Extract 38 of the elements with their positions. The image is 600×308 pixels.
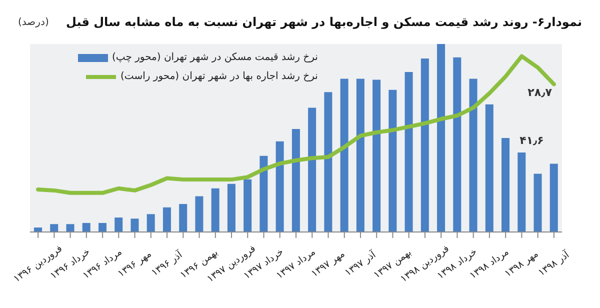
- bar: [437, 44, 446, 232]
- bar: [404, 72, 413, 232]
- bar: [324, 92, 332, 232]
- bar: [388, 90, 397, 232]
- bar: [66, 224, 74, 232]
- bar: [469, 78, 478, 232]
- bar: [82, 222, 90, 232]
- bar: [276, 141, 284, 232]
- bar: [372, 80, 381, 232]
- bar: [130, 218, 139, 232]
- chart-title: نمودار۶- روند رشد قیمت مسکن و اجاره‌بها در شهر تهران نسبت به ماه مشابه سال قبل: [66, 15, 582, 29]
- chart-subtitle: (درصد): [18, 16, 49, 28]
- bar: [340, 78, 348, 232]
- bar: [195, 196, 204, 232]
- bar: [485, 104, 494, 232]
- bar: [356, 78, 364, 232]
- annotation: ۴۱٫۶: [520, 134, 544, 147]
- bar: [534, 174, 542, 232]
- legend-label: نرخ رشد اجاره بها در شهر تهران (محور راست): [120, 71, 318, 82]
- bar: [518, 152, 526, 232]
- bar: [50, 224, 58, 232]
- bar: [308, 108, 316, 232]
- bar: [453, 57, 462, 232]
- bar: [227, 184, 236, 232]
- bar: [211, 188, 220, 232]
- bar: [292, 128, 300, 232]
- bar: [244, 179, 252, 232]
- bar: [260, 156, 268, 232]
- legend-label: نرخ رشد قیمت مسکن در شهر تهران (محور چپ): [112, 52, 318, 63]
- bar: [502, 138, 510, 232]
- bar: [114, 218, 123, 232]
- bar: [146, 214, 155, 232]
- bar: [550, 164, 558, 232]
- annotation: ۲۸٫۷: [528, 86, 552, 100]
- bar: [179, 204, 188, 232]
- bar: [420, 58, 429, 232]
- bar: [98, 222, 106, 232]
- bar: [162, 207, 171, 232]
